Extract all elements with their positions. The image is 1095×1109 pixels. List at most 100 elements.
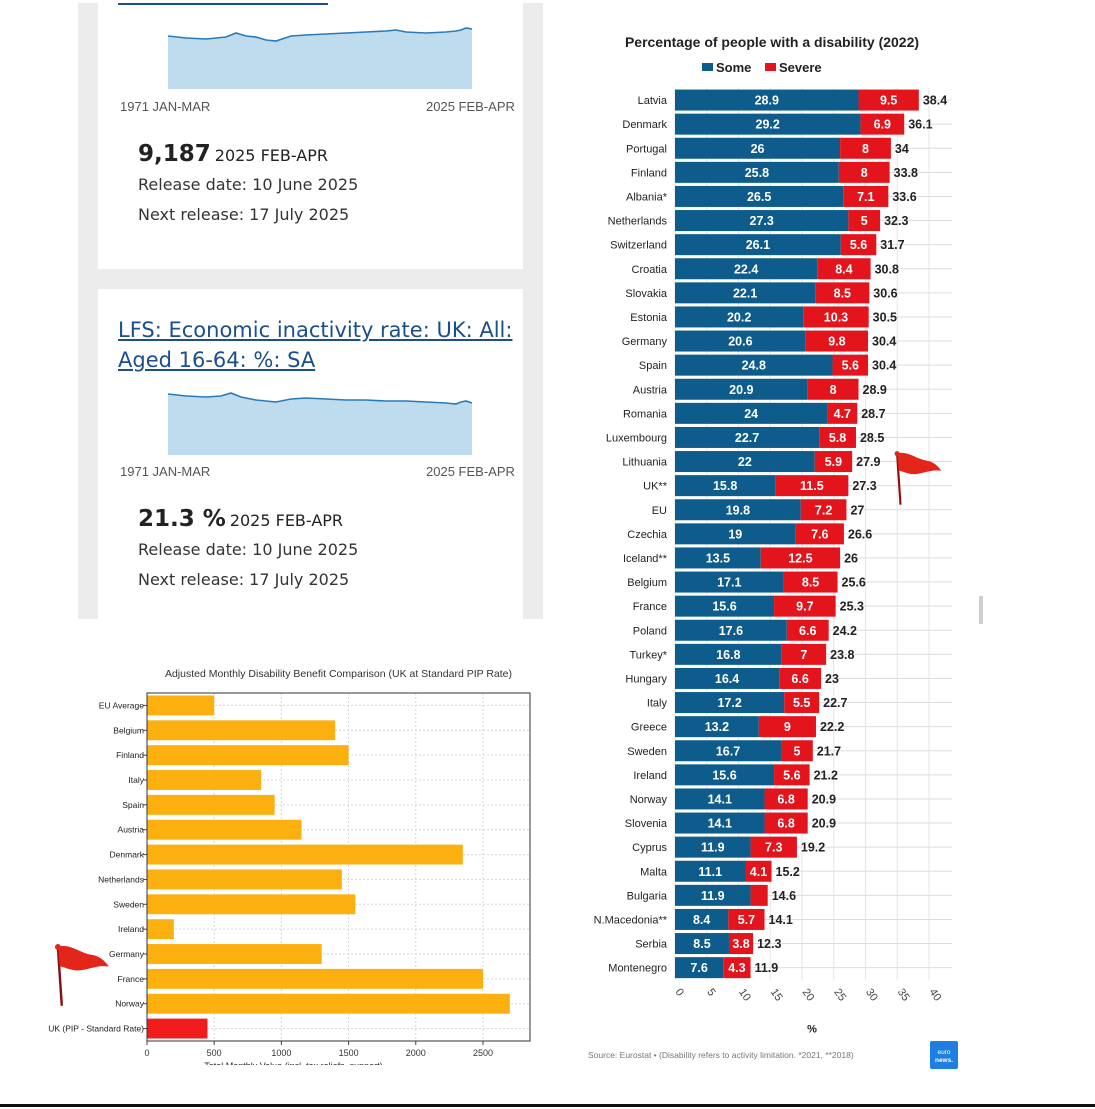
next-release: Next release: 17 July 2025: [138, 205, 350, 224]
bar: [147, 819, 302, 840]
legend-label-severe: Severe: [779, 60, 822, 75]
bar-severe-label: 8: [862, 142, 869, 156]
bar-severe: [860, 113, 905, 135]
scrollbar-thumb[interactable]: [979, 596, 983, 624]
bar-severe-label: 8: [830, 383, 837, 397]
metric-value-row: 21.3 % 2025 FEB-APR: [138, 506, 343, 532]
bar: [147, 745, 349, 766]
x-tick-label: 0: [673, 987, 686, 999]
bar-severe: [774, 595, 836, 617]
sparkline-area: [168, 28, 472, 89]
bar-some: [675, 836, 751, 858]
bar: [147, 770, 262, 790]
bar-severe-label: 7.2: [815, 503, 832, 517]
bar-some-label: 22.4: [734, 262, 758, 276]
bar-some-label: 8.5: [693, 937, 710, 951]
country-label: N.Macedonia**: [594, 914, 668, 926]
category-label: EU Average: [99, 700, 144, 710]
logo-text-line1: euro: [937, 1049, 950, 1056]
total-label: 33.8: [894, 166, 918, 180]
bar-some: [675, 402, 828, 424]
bar-some-label: 17.2: [717, 696, 741, 710]
bar-some: [675, 957, 724, 979]
x-tick-label: 1500: [339, 1048, 359, 1058]
bar-some: [675, 113, 861, 135]
metric-value-row: 9,187 2025 FEB-APR: [138, 141, 328, 167]
bar-severe: [783, 571, 838, 593]
total-label: 26.6: [848, 527, 872, 541]
bar-some: [675, 161, 839, 183]
bar: [147, 968, 483, 989]
bar-some-label: 14.1: [708, 817, 732, 831]
bar-some-label: 8.4: [693, 913, 710, 927]
bar-severe: [750, 836, 797, 858]
bar-severe: [774, 764, 810, 786]
bar: [147, 695, 215, 716]
bottom-divider: [0, 1104, 1095, 1107]
legend-swatch-severe: [765, 63, 776, 71]
chart-title: Adjusted Monthly Disability Benefit Comp…: [165, 668, 512, 680]
bar-some: [675, 137, 841, 159]
bar-some: [675, 306, 804, 328]
country-label: Slovakia: [625, 288, 667, 300]
total-label: 21.2: [814, 768, 838, 782]
bar-some: [675, 884, 751, 906]
bar-some-label: 28.9: [755, 94, 779, 108]
bar-some-label: 11.1: [698, 865, 722, 879]
total-label: 34: [895, 142, 909, 156]
x-tick-label: 25: [831, 987, 848, 1004]
stat-card-2: LFS: Economic inactivity rate: UK: All: …: [98, 289, 523, 619]
legend-swatch-some: [702, 63, 713, 71]
bar: [147, 993, 510, 1014]
bar-severe-label: 4.1: [750, 865, 767, 879]
bar-severe: [807, 378, 859, 400]
x-tick-label: 2000: [406, 1048, 426, 1058]
country-label: Croatia: [632, 264, 668, 276]
bar-severe-label: 5: [793, 744, 800, 758]
x-tick-label: 35: [895, 987, 912, 1004]
bar-severe: [800, 499, 847, 521]
bar-some-label: 22.1: [733, 286, 757, 300]
card-title-line2: Aged 16-64: %: SA: [118, 348, 316, 372]
total-label: 30.8: [875, 262, 899, 276]
card-title-link[interactable]: LFS: Economic inactivity rate: UK: All: …: [118, 315, 512, 375]
bar-some-label: 11.9: [701, 889, 725, 903]
total-label: 36.1: [908, 118, 932, 132]
bar-severe-label: 12.5: [788, 551, 812, 565]
bar-some-label: 7.6: [690, 961, 707, 975]
bar-severe: [827, 402, 858, 424]
bar-severe-label: 6.8: [777, 792, 794, 806]
bar-severe-label: 4.3: [728, 961, 745, 975]
sparkline-area: [168, 393, 472, 455]
bar-some-label: 15.6: [712, 768, 736, 782]
total-label: 38.4: [923, 94, 947, 108]
euronews-logo: [930, 1041, 958, 1069]
bar-some: [675, 451, 815, 473]
bar-some: [675, 354, 833, 376]
bar-some-label: 22: [738, 455, 752, 469]
source-note: Source: Eurostat • (Disability refers to…: [588, 1050, 854, 1060]
card-title-underline[interactable]: [118, 3, 328, 5]
bar-some-label: 24: [744, 407, 758, 421]
total-label: 30.6: [873, 286, 897, 300]
bar: [147, 1018, 208, 1039]
flag-pole: [56, 946, 64, 1006]
bar-some: [675, 210, 849, 232]
metric-value: 9,187: [138, 141, 211, 167]
category-label: Belgium: [113, 725, 144, 735]
bar-severe-label: 9: [784, 720, 791, 734]
country-label: Czechia: [627, 529, 668, 541]
bar-some: [675, 740, 782, 762]
country-label: Estonia: [630, 312, 668, 324]
bar-some-label: 13.2: [705, 720, 729, 734]
total-label: 27.9: [856, 455, 880, 469]
bar-severe-label: 5: [861, 214, 868, 228]
flag-tip: [894, 451, 900, 457]
bar: [147, 869, 342, 890]
bar-some-label: 16.7: [716, 744, 740, 758]
bar-some: [675, 571, 784, 593]
total-label: 20.9: [812, 817, 836, 831]
bar-severe: [843, 185, 889, 207]
bar-some: [675, 499, 801, 521]
metric-period: 2025 FEB-APR: [214, 146, 328, 165]
